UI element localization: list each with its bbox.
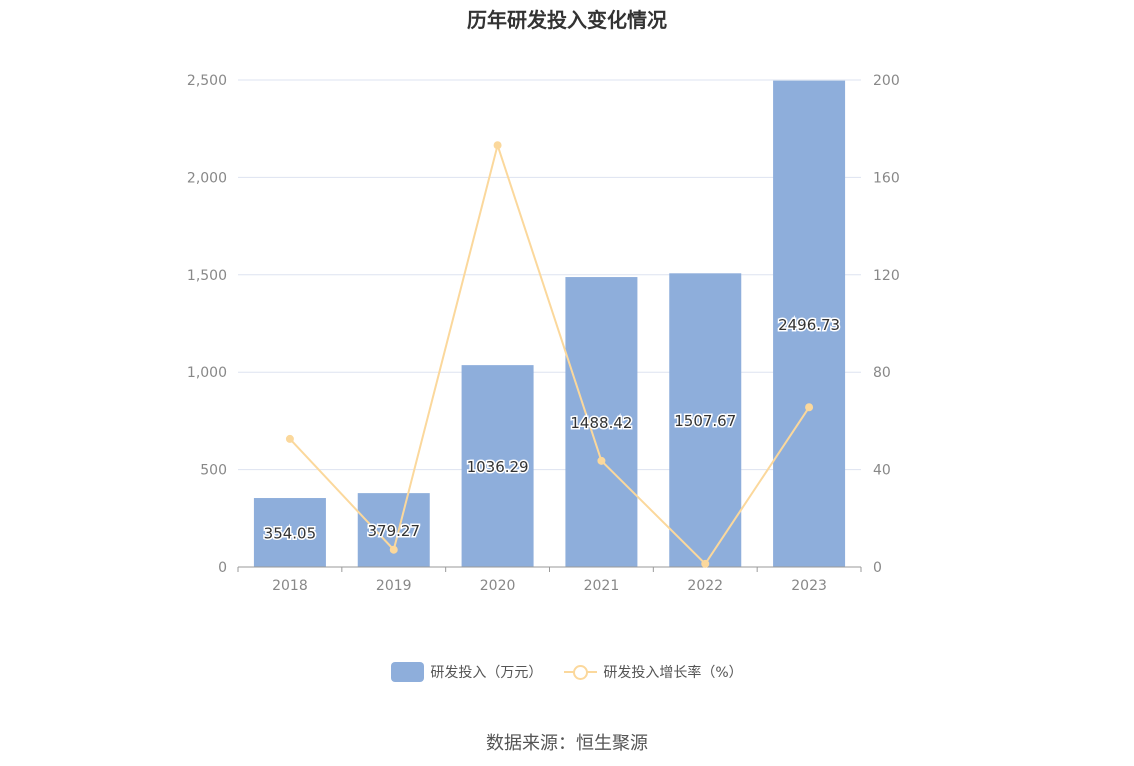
- x-tick-label: 2020: [480, 578, 516, 594]
- bar-value-label: 1507.67: [674, 412, 736, 430]
- y-right-tick-label: 0: [873, 560, 882, 576]
- growth-rate-point: [493, 141, 502, 150]
- y-left-tick-label: 2,000: [187, 170, 227, 186]
- legend-line-swatch: [564, 662, 598, 682]
- x-tick-label: 2021: [584, 578, 620, 594]
- y-right-tick-label: 80: [873, 365, 891, 381]
- x-tick-label: 2019: [376, 578, 412, 594]
- y-right-tick-label: 40: [873, 463, 891, 479]
- y-right-tick-label: 120: [873, 268, 900, 284]
- y-left-tick-label: 1,500: [187, 268, 227, 284]
- y-left-tick-label: 2,500: [187, 73, 227, 89]
- bar: [773, 80, 846, 567]
- bar: [461, 365, 534, 567]
- legend-line-label: 研发投入增长率（%）: [603, 665, 743, 681]
- legend-item-bar[interactable]: 研发投入（万元）: [391, 662, 542, 682]
- y-right-tick-label: 200: [873, 73, 900, 89]
- y-left-tick-label: 0: [218, 560, 227, 576]
- x-tick-label: 2022: [687, 578, 723, 594]
- data-source: 数据来源：恒生聚源: [486, 733, 648, 754]
- y-left-tick-label: 1,000: [187, 365, 227, 381]
- bar: [565, 277, 638, 567]
- bar: [253, 498, 326, 567]
- legend-bar-swatch: [391, 662, 425, 682]
- bar-value-label: 2496.73: [778, 316, 840, 334]
- legend-bar-label: 研发投入（万元）: [430, 665, 543, 681]
- growth-rate-point: [701, 559, 710, 568]
- bar: [669, 273, 742, 567]
- bar: [357, 493, 430, 567]
- growth-rate-point: [805, 403, 814, 412]
- y-left-tick-label: 500: [200, 463, 227, 479]
- bar-value-label: 1036.29: [467, 458, 529, 476]
- chart-title: 历年研发投入变化情况: [467, 8, 667, 32]
- legend: 研发投入（万元） 研发投入增长率（%）: [0, 662, 1134, 682]
- x-tick-label: 2023: [791, 578, 827, 594]
- x-tick-label: 2018: [272, 578, 308, 594]
- y-right-tick-label: 160: [873, 170, 900, 186]
- bar-value-label: 1488.42: [570, 414, 632, 432]
- legend-item-line[interactable]: 研发投入增长率（%）: [564, 662, 743, 682]
- growth-rate-point: [389, 545, 398, 554]
- growth-rate-point: [597, 456, 606, 465]
- growth-rate-point: [285, 434, 294, 443]
- growth-rate-line: [289, 141, 810, 566]
- bar-value-label: 379.27: [368, 522, 421, 540]
- bar-value-label: 354.05: [264, 525, 317, 543]
